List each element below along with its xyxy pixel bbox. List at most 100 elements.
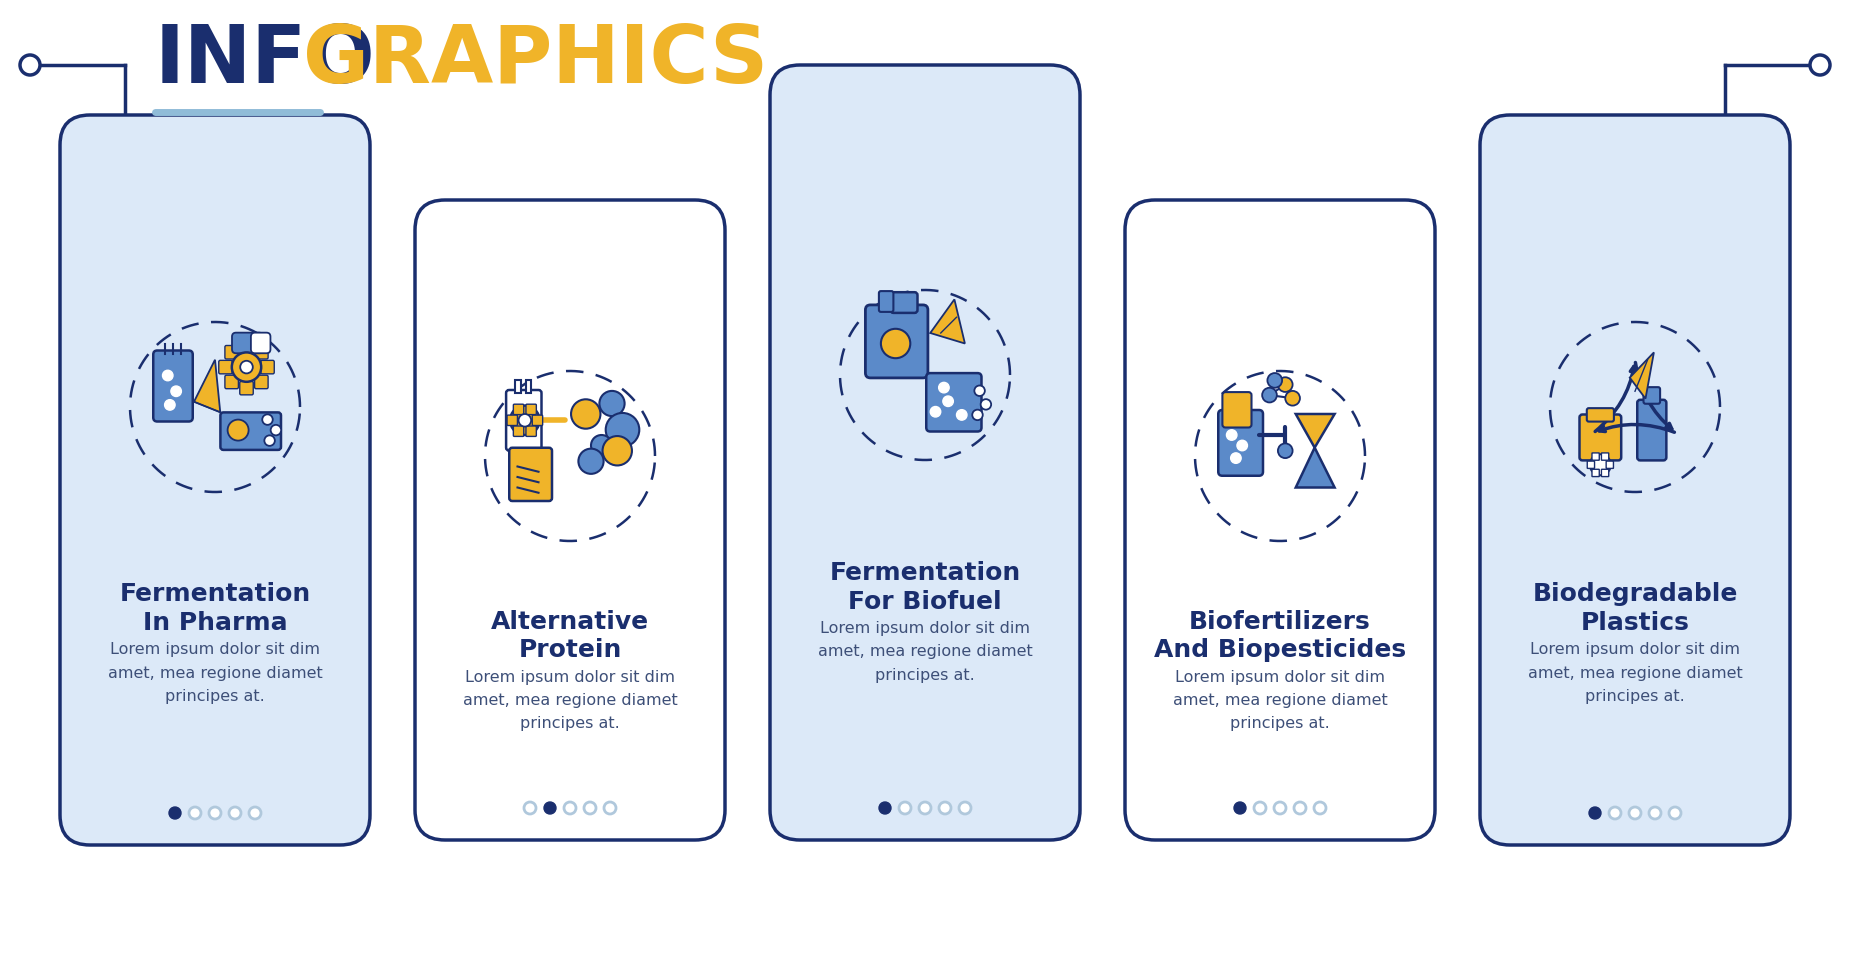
FancyBboxPatch shape <box>1605 462 1612 468</box>
FancyBboxPatch shape <box>1642 387 1659 404</box>
FancyBboxPatch shape <box>1637 400 1665 461</box>
FancyBboxPatch shape <box>507 416 516 425</box>
Circle shape <box>164 400 175 411</box>
Circle shape <box>563 802 576 814</box>
Polygon shape <box>930 300 964 344</box>
Circle shape <box>598 391 624 416</box>
Circle shape <box>1627 807 1640 819</box>
FancyBboxPatch shape <box>1579 415 1620 461</box>
Text: GRAPHICS: GRAPHICS <box>302 22 768 100</box>
Circle shape <box>606 413 639 447</box>
Circle shape <box>1648 807 1661 819</box>
Circle shape <box>21 55 39 75</box>
Circle shape <box>1230 453 1240 464</box>
Circle shape <box>524 802 535 814</box>
FancyBboxPatch shape <box>526 380 531 393</box>
Polygon shape <box>194 360 220 413</box>
FancyBboxPatch shape <box>889 292 917 313</box>
Text: Biofertilizers
And Biopesticides: Biofertilizers And Biopesticides <box>1154 610 1405 662</box>
Circle shape <box>1609 807 1620 819</box>
Circle shape <box>956 410 966 420</box>
FancyBboxPatch shape <box>60 115 369 845</box>
Circle shape <box>1810 55 1829 75</box>
FancyBboxPatch shape <box>240 381 254 395</box>
Circle shape <box>227 419 248 441</box>
Circle shape <box>1234 802 1245 814</box>
FancyBboxPatch shape <box>1601 453 1609 461</box>
Circle shape <box>1277 443 1292 458</box>
FancyBboxPatch shape <box>153 351 192 421</box>
Text: INFO: INFO <box>155 22 375 100</box>
Circle shape <box>1262 388 1277 403</box>
Circle shape <box>973 385 984 396</box>
FancyBboxPatch shape <box>252 332 270 353</box>
Polygon shape <box>1295 414 1335 448</box>
FancyBboxPatch shape <box>1586 408 1612 421</box>
FancyBboxPatch shape <box>770 65 1079 840</box>
Text: Alternative
Protein: Alternative Protein <box>490 610 649 662</box>
Circle shape <box>1277 377 1292 392</box>
FancyBboxPatch shape <box>1221 392 1251 427</box>
Circle shape <box>1227 430 1236 440</box>
Text: Lorem ipsum dolor sit dim
amet, mea regione diamet
principes at.: Lorem ipsum dolor sit dim amet, mea regi… <box>1172 669 1387 731</box>
FancyBboxPatch shape <box>878 291 893 312</box>
Circle shape <box>1294 802 1305 814</box>
Text: Lorem ipsum dolor sit dim
amet, mea regione diamet
principes at.: Lorem ipsum dolor sit dim amet, mea regi… <box>108 642 322 704</box>
FancyBboxPatch shape <box>865 305 928 378</box>
Polygon shape <box>1629 353 1653 399</box>
Circle shape <box>229 807 240 819</box>
FancyBboxPatch shape <box>240 339 254 353</box>
Circle shape <box>898 802 910 814</box>
Text: Lorem ipsum dolor sit dim
amet, mea regione diamet
principes at.: Lorem ipsum dolor sit dim amet, mea regi… <box>816 621 1033 683</box>
FancyBboxPatch shape <box>531 416 542 425</box>
FancyBboxPatch shape <box>1217 410 1262 475</box>
Circle shape <box>878 802 891 814</box>
Circle shape <box>209 807 220 819</box>
Circle shape <box>583 802 596 814</box>
Text: Biodegradable
Plastics: Biodegradable Plastics <box>1532 582 1737 635</box>
Circle shape <box>980 399 990 410</box>
Circle shape <box>1284 391 1299 406</box>
Circle shape <box>270 425 281 435</box>
Circle shape <box>231 353 261 382</box>
FancyBboxPatch shape <box>514 380 520 393</box>
FancyBboxPatch shape <box>513 404 524 415</box>
FancyBboxPatch shape <box>526 404 537 415</box>
FancyBboxPatch shape <box>261 361 274 373</box>
Circle shape <box>938 802 951 814</box>
Text: Fermentation
In Pharma: Fermentation In Pharma <box>119 582 311 635</box>
FancyBboxPatch shape <box>255 346 268 359</box>
Circle shape <box>958 802 971 814</box>
FancyBboxPatch shape <box>220 413 281 450</box>
Circle shape <box>591 435 611 456</box>
FancyBboxPatch shape <box>509 448 552 501</box>
FancyBboxPatch shape <box>1124 200 1433 840</box>
Circle shape <box>162 370 173 381</box>
FancyBboxPatch shape <box>226 375 239 389</box>
Circle shape <box>171 386 181 397</box>
Text: Fermentation
For Biofuel: Fermentation For Biofuel <box>829 561 1020 613</box>
Circle shape <box>1314 802 1325 814</box>
Circle shape <box>250 807 261 819</box>
Circle shape <box>1253 802 1266 814</box>
Circle shape <box>1273 802 1286 814</box>
Circle shape <box>511 406 539 435</box>
FancyBboxPatch shape <box>926 373 980 431</box>
FancyBboxPatch shape <box>505 390 541 451</box>
FancyBboxPatch shape <box>255 375 268 389</box>
Circle shape <box>1588 455 1610 475</box>
Circle shape <box>919 802 930 814</box>
Polygon shape <box>1295 448 1335 487</box>
Circle shape <box>602 436 632 466</box>
Text: Lorem ipsum dolor sit dim
amet, mea regione diamet
principes at.: Lorem ipsum dolor sit dim amet, mea regi… <box>462 669 677 731</box>
Circle shape <box>1236 440 1247 451</box>
Circle shape <box>971 410 982 420</box>
FancyBboxPatch shape <box>1592 469 1599 476</box>
Circle shape <box>604 802 615 814</box>
FancyBboxPatch shape <box>416 200 725 840</box>
FancyBboxPatch shape <box>231 332 263 353</box>
Circle shape <box>240 361 254 373</box>
Text: Lorem ipsum dolor sit dim
amet, mea regione diamet
principes at.: Lorem ipsum dolor sit dim amet, mea regi… <box>1527 642 1741 704</box>
Circle shape <box>263 415 272 425</box>
Circle shape <box>1268 373 1281 388</box>
